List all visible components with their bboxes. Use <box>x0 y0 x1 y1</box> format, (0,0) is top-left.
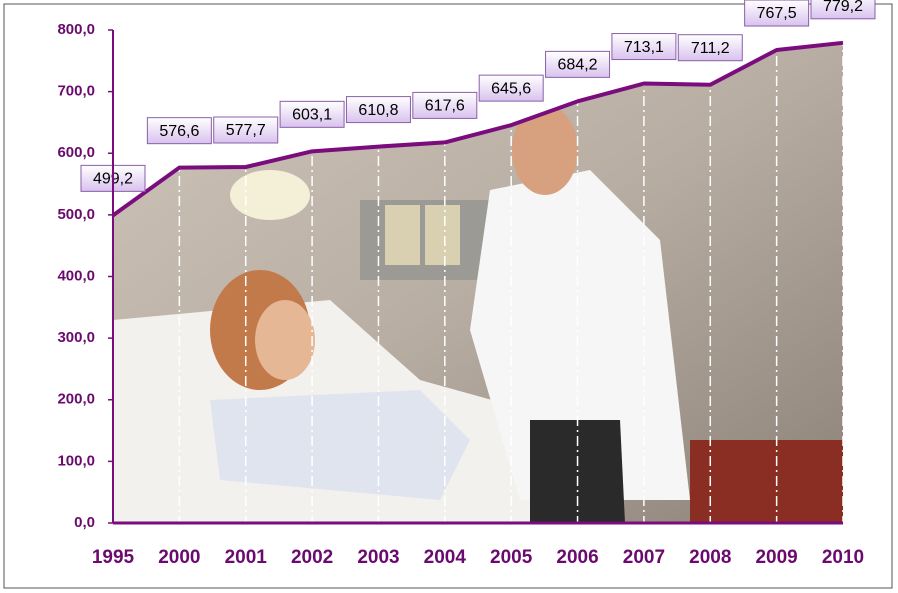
value-label: 617,6 <box>425 98 465 115</box>
x-tick-label: 2000 <box>158 547 200 568</box>
x-tick-label: 2001 <box>225 547 268 568</box>
x-tick-label: 2008 <box>689 547 731 568</box>
value-label: 767,5 <box>757 5 797 22</box>
value-label: 610,8 <box>358 102 398 119</box>
x-tick-label: 2003 <box>357 547 399 568</box>
x-tick-label: 2010 <box>822 547 864 568</box>
x-tick-label: 2006 <box>556 547 598 568</box>
y-tick-label: 800,0 <box>57 21 95 38</box>
y-tick-label: 700,0 <box>57 83 95 100</box>
x-tick-label: 1995 <box>92 547 135 568</box>
value-label: 713,1 <box>624 39 664 56</box>
chart: 499,2576,6577,7603,1610,8617,6645,6684,2… <box>0 0 898 593</box>
y-tick-label: 100,0 <box>57 452 95 469</box>
value-label: 711,2 <box>691 40 730 57</box>
y-tick-label: 0,0 <box>74 514 95 531</box>
x-tick-label: 2009 <box>755 547 797 568</box>
value-label: 779,2 <box>823 0 863 15</box>
y-tick-label: 300,0 <box>57 329 95 346</box>
x-tick-label: 2005 <box>490 547 533 568</box>
y-tick-label: 600,0 <box>57 144 95 161</box>
x-tick-label: 2004 <box>424 547 467 568</box>
photo <box>113 30 843 523</box>
value-label: 645,6 <box>491 80 531 97</box>
value-label: 576,6 <box>159 123 199 140</box>
value-label: 684,2 <box>558 57 598 74</box>
y-tick-label: 500,0 <box>57 206 95 223</box>
value-label: 577,7 <box>226 122 266 139</box>
x-tick-label: 2007 <box>623 547 665 568</box>
value-label: 603,1 <box>292 107 332 124</box>
y-tick-label: 200,0 <box>57 391 95 408</box>
x-tick-label: 2002 <box>291 547 333 568</box>
y-tick-label: 400,0 <box>57 267 95 284</box>
